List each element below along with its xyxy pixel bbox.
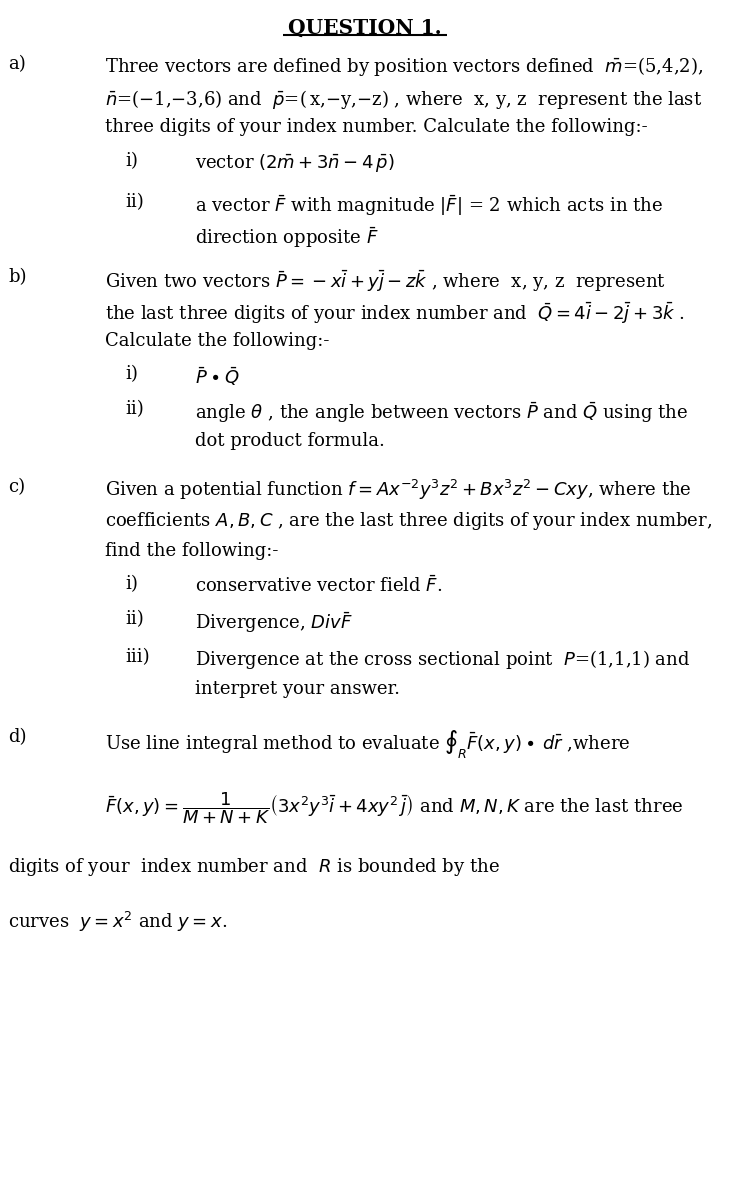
- Text: Three vectors are defined by position vectors defined  $\bar{m}$=(5,4,2),: Three vectors are defined by position ve…: [105, 55, 703, 78]
- Text: b): b): [8, 268, 26, 286]
- Text: Divergence, $Div\bar{F}$: Divergence, $Div\bar{F}$: [195, 610, 352, 635]
- Text: interpret your answer.: interpret your answer.: [195, 680, 400, 698]
- Text: vector $\left(2\bar{m}+3\bar{n}-4\,\bar{p}\right)$: vector $\left(2\bar{m}+3\bar{n}-4\,\bar{…: [195, 152, 395, 174]
- Text: Use line integral method to evaluate $\oint_R \bar{F}(x, y)\bullet\, d\bar{r}$ ,: Use line integral method to evaluate $\o…: [105, 728, 631, 760]
- Text: a): a): [8, 55, 26, 73]
- Text: find the following:-: find the following:-: [105, 542, 279, 560]
- Text: d): d): [8, 728, 26, 746]
- Text: Divergence at the cross sectional point  $P$=(1,1,1) and: Divergence at the cross sectional point …: [195, 648, 690, 671]
- Text: i): i): [125, 152, 138, 170]
- Text: ii): ii): [125, 400, 144, 418]
- Text: iii): iii): [125, 648, 150, 666]
- Text: ii): ii): [125, 193, 144, 211]
- Text: Calculate the following:-: Calculate the following:-: [105, 332, 330, 350]
- Text: c): c): [8, 478, 25, 496]
- Text: i): i): [125, 575, 138, 593]
- Text: curves  $y= x^2$ and $y= x$.: curves $y= x^2$ and $y= x$.: [8, 910, 227, 934]
- Text: coefficients $A, B, C$ , are the last three digits of your index number,: coefficients $A, B, C$ , are the last th…: [105, 510, 712, 532]
- Text: i): i): [125, 365, 138, 383]
- Text: $\bar{n}$=(−1,−3,6) and  $\bar{p}$=( x,−y,−z) , where  x, y, z  represent the la: $\bar{n}$=(−1,−3,6) and $\bar{p}$=( x,−y…: [105, 88, 702, 110]
- Text: angle $\theta$ , the angle between vectors $\bar{P}$ and $\bar{Q}$ using the: angle $\theta$ , the angle between vecto…: [195, 400, 689, 425]
- Text: conservative vector field $\bar{F}$.: conservative vector field $\bar{F}$.: [195, 575, 442, 595]
- Text: $\bar{P}\bullet\bar{Q}$: $\bar{P}\bullet\bar{Q}$: [195, 365, 240, 388]
- Text: a vector $\bar{F}$ with magnitude $|\bar{F}|$ = 2 which acts in the: a vector $\bar{F}$ with magnitude $|\bar…: [195, 193, 663, 217]
- Text: three digits of your index number. Calculate the following:-: three digits of your index number. Calcu…: [105, 118, 648, 136]
- Text: the last three digits of your index number and  $\bar{Q}=4\bar{i}-2\bar{j}+3\bar: the last three digits of your index numb…: [105, 300, 685, 325]
- Text: QUESTION 1.: QUESTION 1.: [288, 18, 442, 38]
- Text: Given a potential function $f = Ax^{-2}y^3z^2 + Bx^3z^2 - Cxy$, where the: Given a potential function $f = Ax^{-2}y…: [105, 478, 692, 502]
- Text: direction opposite $\bar{F}$: direction opposite $\bar{F}$: [195, 226, 379, 250]
- Text: dot product formula.: dot product formula.: [195, 432, 385, 450]
- Text: digits of your  index number and  $R$ is bounded by the: digits of your index number and $R$ is b…: [8, 856, 500, 878]
- Text: $\bar{F}(x, y) = \dfrac{1}{M+N+K}\left(3x^2y^3\bar{i}+4xy^2\,\bar{j}\right)$ and: $\bar{F}(x, y) = \dfrac{1}{M+N+K}\left(3…: [105, 790, 683, 826]
- Text: ii): ii): [125, 610, 144, 628]
- Text: Given two vectors $\bar{P}=-x\bar{i}+y\bar{j}-z\bar{k}$ , where  x, y, z  repres: Given two vectors $\bar{P}=-x\bar{i}+y\b…: [105, 268, 666, 294]
